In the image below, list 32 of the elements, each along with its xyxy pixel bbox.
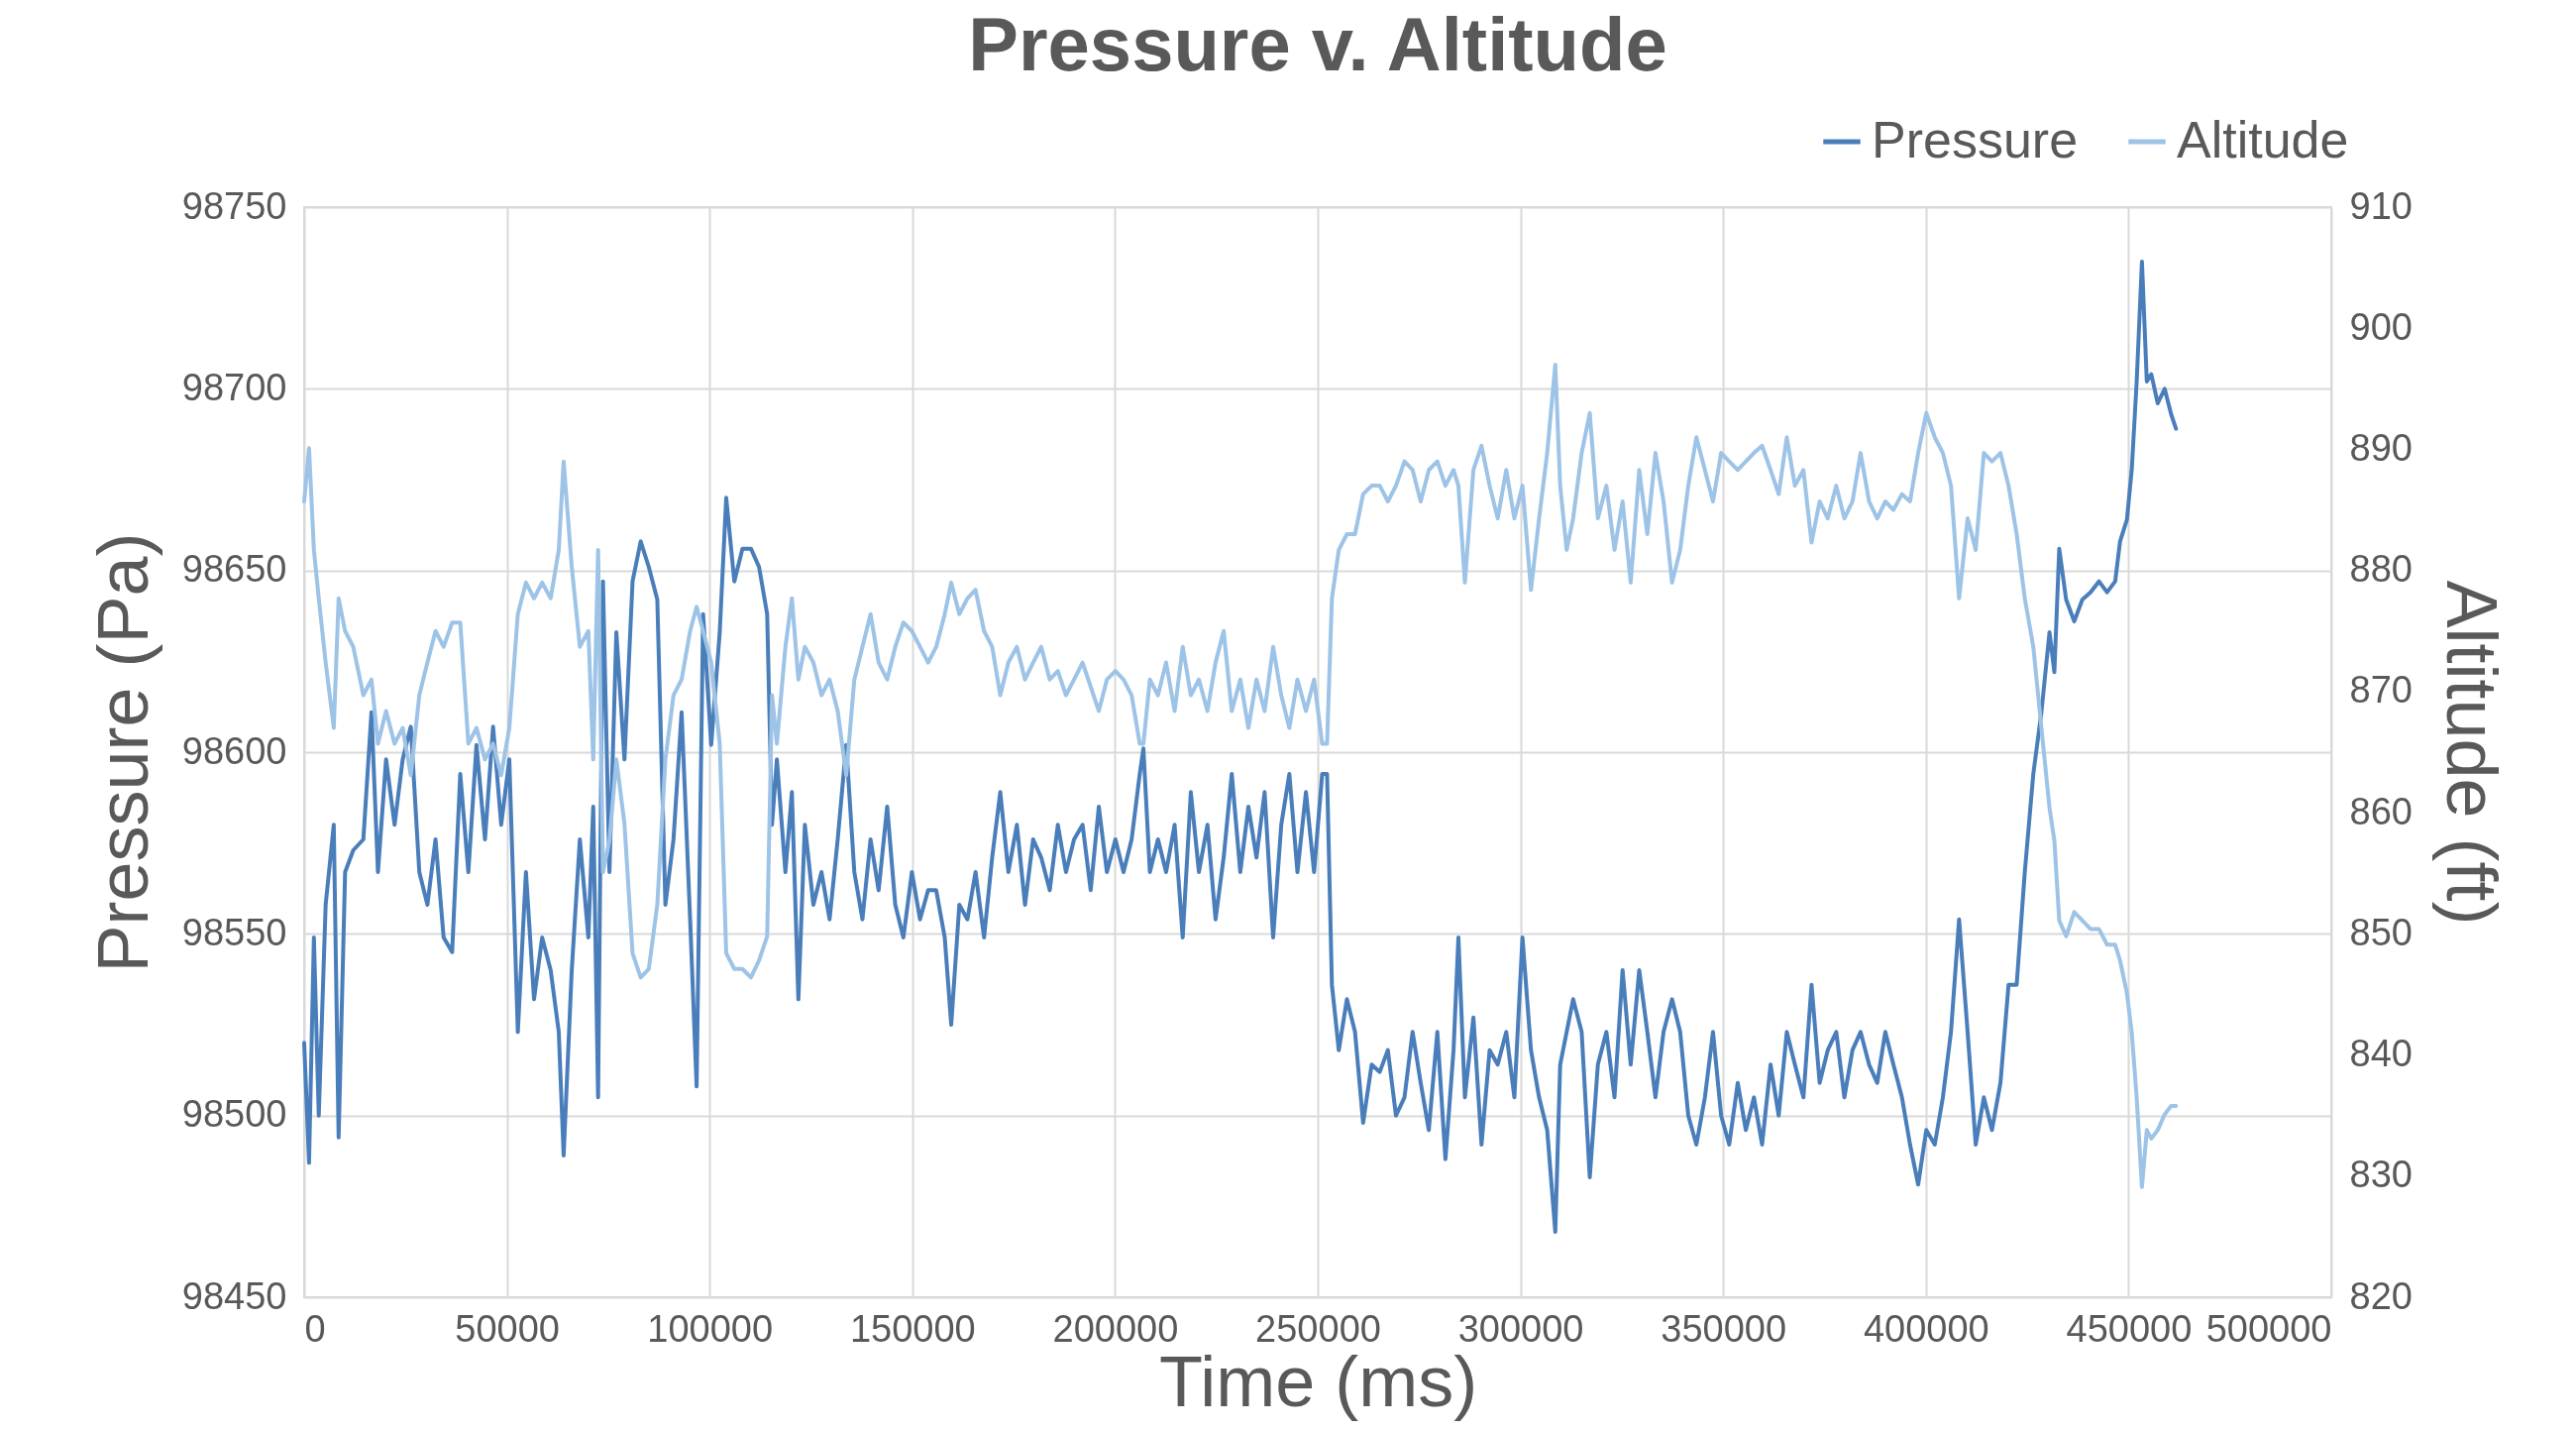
x-tick-label: 450000 (2066, 1307, 2193, 1350)
y-tick-label: 98650 (181, 548, 287, 591)
y2-tick-label: 860 (2349, 790, 2413, 832)
y-tick-label: 98500 (181, 1093, 287, 1136)
chart-title: Pressure v. Altitude (968, 2, 1667, 86)
y2-axis-title: Altitude (ft) (2431, 580, 2512, 926)
y2-tick-label: 900 (2349, 305, 2413, 348)
y-tick-label: 98700 (181, 366, 287, 408)
x-tick-label: 0 (304, 1307, 326, 1350)
y-tick-label: 98550 (181, 911, 287, 953)
y-tick-label: 98750 (181, 184, 287, 227)
x-tick-label: 50000 (455, 1307, 560, 1350)
y-tick-label: 98450 (181, 1274, 287, 1317)
y2-tick-label: 910 (2349, 184, 2413, 227)
legend-label: Altitude (2177, 111, 2349, 168)
y2-tick-label: 890 (2349, 426, 2413, 469)
y-tick-label: 98600 (181, 729, 287, 772)
y2-tick-label: 850 (2349, 911, 2413, 953)
x-tick-label: 150000 (849, 1307, 976, 1350)
legend-label: Pressure (1872, 111, 2079, 168)
line-series (302, 260, 2179, 1234)
line-series (302, 362, 2179, 1189)
y-axis-title: Pressure (Pa) (82, 532, 162, 973)
x-tick-label: 400000 (1863, 1307, 1989, 1350)
y2-tick-label: 830 (2349, 1154, 2413, 1196)
y2-tick-label: 870 (2349, 669, 2413, 712)
y2-tick-label: 820 (2349, 1274, 2413, 1317)
y2-tick-label: 880 (2349, 548, 2413, 591)
y2-tick-label: 840 (2349, 1033, 2413, 1075)
x-tick-label: 500000 (2205, 1307, 2332, 1350)
x-tick-label: 350000 (1661, 1307, 1787, 1350)
x-tick-label: 100000 (647, 1307, 774, 1350)
